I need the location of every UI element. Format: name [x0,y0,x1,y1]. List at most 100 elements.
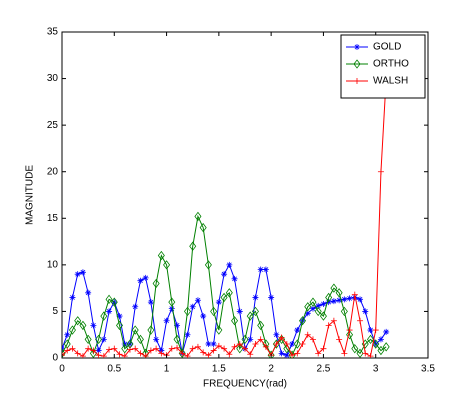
marker [95,352,102,358]
marker [147,325,155,335]
marker [231,316,239,326]
marker [79,320,87,331]
marker [132,303,139,310]
marker [278,334,285,341]
marker [304,331,311,338]
marker [64,347,71,354]
marker [147,299,154,306]
marker [309,336,316,343]
y-tick-label: 10 [47,259,59,270]
x-tick-label: 2.5 [316,364,330,375]
marker [221,345,228,352]
marker [79,353,86,358]
marker [330,298,337,305]
y-tick-label: 30 [47,73,59,84]
marker [105,294,113,304]
marker [278,334,286,345]
marker [383,328,390,335]
marker [220,292,228,303]
marker [225,288,233,298]
marker [189,345,196,352]
marker [147,347,154,354]
marker [168,297,176,307]
marker [111,345,118,352]
marker [136,334,144,345]
marker [377,345,385,356]
marker [377,336,384,343]
marker [215,299,222,306]
marker [116,351,123,358]
marker [174,322,181,329]
marker [200,349,207,356]
marker [354,78,360,84]
x-axis-label: FREQUENCY(rad) [203,379,287,390]
marker [314,306,322,317]
marker [346,327,353,334]
marker [278,350,285,357]
marker [362,308,369,315]
marker [325,322,332,329]
marker [353,59,361,69]
marker [174,344,181,351]
marker [288,350,296,358]
marker [131,325,139,335]
marker [289,352,296,358]
y-tick-label: 15 [47,213,59,224]
marker [362,350,369,357]
legend-label: GOLD [373,42,401,53]
marker [367,353,374,358]
marker [309,297,317,307]
marker [79,269,86,276]
marker [189,303,196,310]
plot-content [62,75,390,358]
marker [315,302,322,309]
marker [273,331,280,338]
marker [341,296,348,303]
marker [179,350,186,357]
marker [132,345,139,352]
legend-label: WALSH [373,76,408,87]
marker [95,334,103,345]
marker [257,266,264,273]
marker [215,325,223,335]
marker [215,342,222,349]
marker [95,347,102,354]
marker [194,343,201,350]
marker [236,341,243,348]
marker [168,305,175,312]
y-tick-label: 5 [52,306,58,317]
marker [210,341,217,348]
marker [142,274,149,281]
marker [309,305,316,312]
marker [351,344,359,354]
y-tick-label: 25 [47,120,59,131]
marker [346,330,354,340]
marker [69,345,76,352]
marker [357,296,364,303]
marker [242,345,248,352]
marker [178,348,186,358]
marker [100,311,108,321]
marker [267,350,275,358]
marker [62,352,65,358]
x-tick-label: 0 [59,364,65,375]
marker [74,271,81,278]
marker [204,260,212,270]
marker [283,341,290,348]
marker [354,44,360,50]
marker [64,331,71,338]
marker [236,308,243,315]
marker [283,352,290,358]
marker [205,341,212,348]
marker [341,350,348,357]
marker [189,241,197,251]
marker [319,311,327,321]
marker [366,334,374,345]
marker [85,345,92,352]
marker [158,350,165,357]
marker [325,292,333,303]
x-tick-label: 2 [268,364,274,375]
marker [152,278,160,289]
